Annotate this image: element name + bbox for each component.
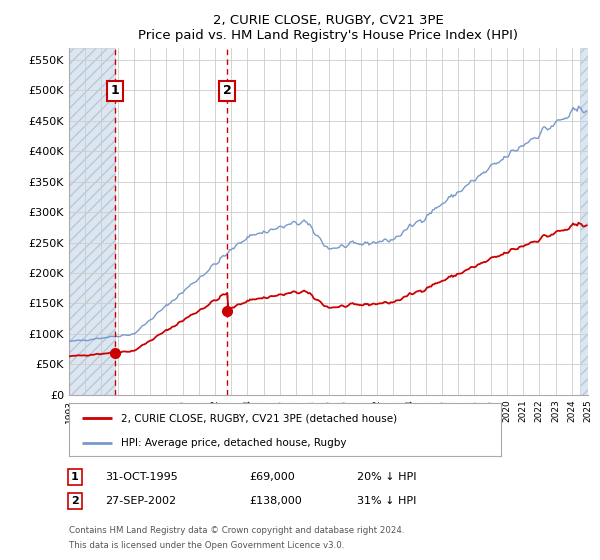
Text: This data is licensed under the Open Government Licence v3.0.: This data is licensed under the Open Gov… — [69, 542, 344, 550]
Text: £69,000: £69,000 — [249, 472, 295, 482]
Text: 2: 2 — [223, 85, 232, 97]
Text: 2, CURIE CLOSE, RUGBY, CV21 3PE (detached house): 2, CURIE CLOSE, RUGBY, CV21 3PE (detache… — [121, 413, 397, 423]
Text: 2: 2 — [71, 496, 79, 506]
Bar — [69, 48, 115, 395]
Text: 1: 1 — [71, 472, 79, 482]
Text: 31-OCT-1995: 31-OCT-1995 — [105, 472, 178, 482]
Title: 2, CURIE CLOSE, RUGBY, CV21 3PE
Price paid vs. HM Land Registry's House Price In: 2, CURIE CLOSE, RUGBY, CV21 3PE Price pa… — [139, 14, 518, 42]
Text: 27-SEP-2002: 27-SEP-2002 — [105, 496, 176, 506]
Bar — [580, 48, 588, 395]
Text: Contains HM Land Registry data © Crown copyright and database right 2024.: Contains HM Land Registry data © Crown c… — [69, 526, 404, 535]
Text: £138,000: £138,000 — [249, 496, 302, 506]
Text: 1: 1 — [110, 85, 119, 97]
Text: 20% ↓ HPI: 20% ↓ HPI — [357, 472, 416, 482]
Text: 31% ↓ HPI: 31% ↓ HPI — [357, 496, 416, 506]
Text: HPI: Average price, detached house, Rugby: HPI: Average price, detached house, Rugb… — [121, 438, 346, 448]
